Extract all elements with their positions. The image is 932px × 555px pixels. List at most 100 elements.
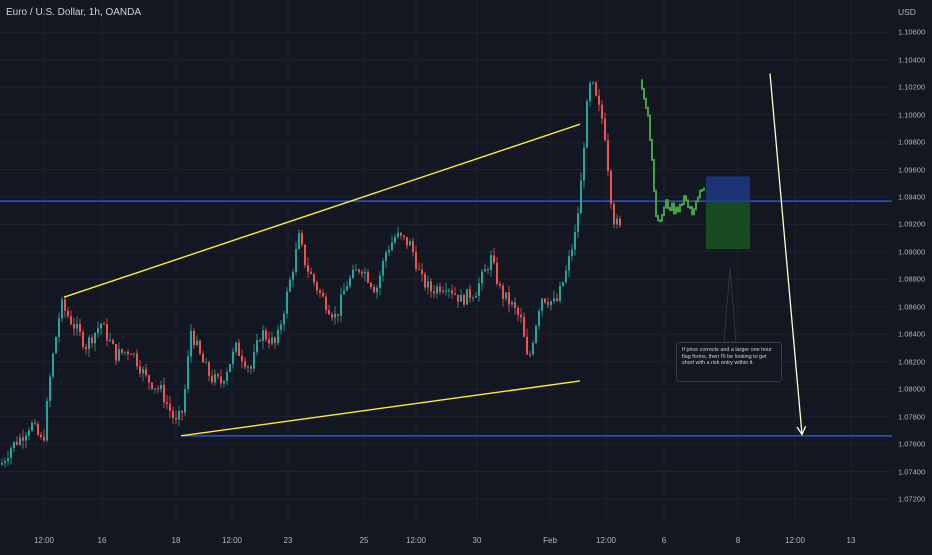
candle bbox=[241, 355, 243, 362]
x-tick-label: 25 bbox=[359, 536, 369, 545]
projection-bar bbox=[673, 202, 675, 215]
candle bbox=[262, 330, 264, 341]
annotation-note[interactable]: If price corrects and a larger one hour … bbox=[676, 342, 782, 382]
candle bbox=[133, 353, 135, 355]
candle bbox=[460, 294, 462, 302]
candle bbox=[337, 313, 339, 316]
y-tick-label: 1.09000 bbox=[898, 247, 926, 257]
candle bbox=[556, 298, 558, 301]
y-tick-label: 1.08200 bbox=[898, 357, 926, 367]
candle bbox=[412, 241, 414, 252]
y-tick-label: 1.10200 bbox=[898, 82, 926, 92]
projection-bar bbox=[647, 106, 649, 117]
candle bbox=[142, 369, 144, 374]
symbol-title: Euro / U.S. Dollar, 1h, OANDA bbox=[6, 7, 142, 18]
candle bbox=[316, 282, 318, 291]
y-tick-label: 1.08600 bbox=[898, 302, 926, 312]
candle bbox=[13, 441, 15, 449]
x-tick-label: 6 bbox=[661, 536, 667, 545]
candle bbox=[244, 361, 246, 367]
projection-bar bbox=[671, 202, 673, 211]
candle bbox=[508, 292, 510, 305]
candle bbox=[220, 376, 222, 384]
forecast-arrow bbox=[769, 73, 807, 436]
candle bbox=[529, 354, 531, 356]
axis-currency: USD bbox=[898, 7, 916, 17]
candle bbox=[364, 271, 366, 274]
candle bbox=[37, 423, 39, 435]
candle bbox=[484, 269, 486, 272]
candle bbox=[193, 330, 195, 345]
candle bbox=[40, 434, 42, 437]
candle bbox=[559, 285, 561, 301]
candle bbox=[391, 242, 393, 251]
x-tick-label: 12:00 bbox=[784, 536, 806, 545]
projection-bar bbox=[645, 97, 647, 109]
candle bbox=[553, 298, 555, 302]
candle bbox=[4, 461, 6, 464]
candle bbox=[181, 410, 183, 413]
candle bbox=[568, 256, 570, 271]
grid bbox=[0, 0, 892, 520]
candle bbox=[73, 324, 75, 329]
candle bbox=[283, 313, 285, 325]
candle bbox=[532, 342, 534, 355]
candle bbox=[52, 353, 54, 377]
x-tick-label: 23 bbox=[283, 536, 293, 545]
candle bbox=[91, 337, 93, 344]
candle bbox=[472, 297, 474, 299]
candle bbox=[115, 344, 117, 361]
candle bbox=[370, 282, 372, 287]
candle bbox=[151, 382, 153, 389]
candle bbox=[250, 366, 252, 369]
candle bbox=[436, 286, 438, 294]
forecast-arrow-head bbox=[796, 425, 807, 436]
candle bbox=[322, 292, 324, 297]
candle bbox=[235, 342, 237, 352]
y-tick-label: 1.07800 bbox=[898, 412, 926, 422]
candle bbox=[403, 235, 405, 238]
candle bbox=[274, 337, 276, 344]
candle bbox=[541, 298, 543, 311]
candle bbox=[547, 302, 549, 306]
candle bbox=[502, 285, 504, 299]
candle bbox=[361, 271, 363, 274]
candle bbox=[229, 364, 231, 373]
candle bbox=[310, 271, 312, 275]
y-tick-label: 1.10400 bbox=[898, 55, 926, 65]
horizontal-levels bbox=[0, 200, 892, 437]
y-tick-label: 1.09200 bbox=[898, 219, 926, 229]
candle bbox=[478, 283, 480, 296]
candle bbox=[148, 375, 150, 383]
candle bbox=[382, 261, 384, 276]
candle bbox=[496, 262, 498, 284]
candle bbox=[280, 324, 282, 330]
projection-bar bbox=[665, 199, 667, 209]
y-tick-label: 1.10600 bbox=[898, 27, 926, 37]
candle bbox=[166, 402, 168, 404]
projection-bar bbox=[659, 219, 661, 223]
projection-bar bbox=[691, 206, 693, 216]
x-tick-label: 12:00 bbox=[221, 536, 243, 545]
candle bbox=[88, 337, 90, 350]
candle bbox=[160, 384, 162, 389]
candle bbox=[544, 298, 546, 303]
candle bbox=[325, 296, 327, 311]
candle bbox=[574, 231, 576, 250]
candle bbox=[595, 82, 597, 96]
projection-bar bbox=[667, 199, 669, 209]
candle bbox=[49, 376, 51, 402]
projection-bar bbox=[697, 196, 699, 203]
candle bbox=[61, 299, 63, 319]
candle bbox=[1, 463, 3, 465]
candle bbox=[223, 381, 225, 384]
candle bbox=[184, 389, 186, 413]
projection-bar bbox=[675, 206, 677, 215]
candle bbox=[127, 351, 129, 355]
candle bbox=[415, 251, 417, 269]
candle bbox=[169, 403, 171, 411]
candle bbox=[211, 375, 213, 383]
risk-zone bbox=[706, 176, 750, 203]
